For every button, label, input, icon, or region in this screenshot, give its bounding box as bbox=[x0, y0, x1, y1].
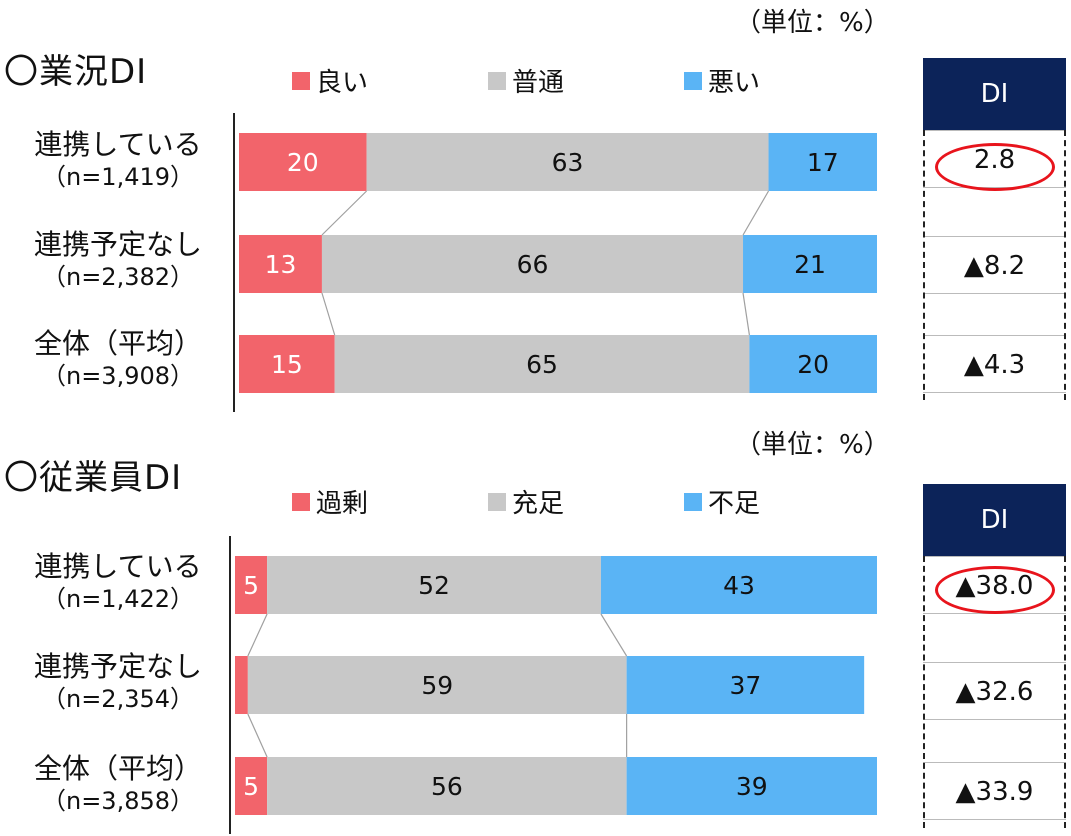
data-label: 43 bbox=[723, 571, 755, 600]
bar-segment bbox=[267, 757, 627, 815]
legend-swatch bbox=[488, 71, 506, 90]
category-sample-size: （n=3,908） bbox=[41, 362, 195, 390]
bar-segment bbox=[768, 133, 877, 191]
chart-1-row-label: 連携している （n=1,419） bbox=[8, 128, 228, 192]
bar-segment bbox=[600, 556, 877, 614]
category-name: 連携予定なし bbox=[33, 650, 202, 683]
data-label: 20 bbox=[287, 148, 319, 177]
connector-line bbox=[321, 190, 368, 236]
data-label: 13 bbox=[265, 250, 297, 279]
legend-label: 悪い bbox=[708, 68, 761, 98]
data-label: 39 bbox=[736, 772, 768, 801]
category-name: 全体（平均） bbox=[33, 752, 202, 785]
data-label: 56 bbox=[431, 772, 463, 801]
connector-line bbox=[321, 292, 336, 336]
category-name: 全体（平均） bbox=[33, 327, 202, 360]
connector-line bbox=[742, 292, 750, 336]
category-name: 連携している bbox=[34, 550, 202, 583]
bar-segment bbox=[239, 335, 335, 393]
di-value: ▲33.9 bbox=[923, 762, 1066, 820]
bar-segment bbox=[235, 656, 248, 714]
data-label: 59 bbox=[421, 671, 453, 700]
data-label: 17 bbox=[807, 148, 839, 177]
bar-segment bbox=[267, 556, 601, 614]
di-highlight-circle bbox=[935, 143, 1055, 191]
legend-swatch bbox=[684, 71, 702, 90]
legend-label: 良い bbox=[316, 68, 369, 98]
legend-label: 普通 bbox=[512, 68, 565, 98]
connector-line bbox=[742, 190, 770, 236]
legend-swatch bbox=[488, 492, 506, 511]
bar-segment bbox=[626, 757, 877, 815]
category-sample-size: （n=2,354） bbox=[41, 685, 195, 713]
category-name: 連携予定なし bbox=[33, 228, 202, 261]
di-value: ▲4.3 bbox=[923, 335, 1066, 393]
chart-2-row-label: 連携している （n=1,422） bbox=[8, 550, 228, 614]
di-value: ▲32.6 bbox=[923, 662, 1066, 720]
data-label: 15 bbox=[271, 350, 303, 379]
data-label: 52 bbox=[418, 571, 450, 600]
data-label: 5 bbox=[243, 571, 259, 600]
chart-2-row-label: 連携予定なし （n=2,354） bbox=[8, 650, 228, 714]
data-label: 21 bbox=[794, 250, 826, 279]
legend-swatch bbox=[292, 71, 310, 90]
bar-segment bbox=[743, 235, 877, 293]
di-dashed-border bbox=[923, 556, 925, 828]
chart-1-di-panel: DI 2.8 ▲8.2 ▲4.3 bbox=[923, 58, 1066, 400]
di-dashed-border bbox=[1064, 130, 1066, 400]
bar-segment bbox=[366, 133, 769, 191]
data-label: 65 bbox=[526, 350, 558, 379]
data-label: 63 bbox=[552, 148, 584, 177]
legend-label: 不足 bbox=[708, 489, 761, 519]
chart-2-title: 〇従業員DI bbox=[4, 458, 183, 498]
chart-1-legend-bad: 悪い bbox=[684, 62, 760, 99]
chart-2-row-label: 全体（平均） （n=3,858） bbox=[8, 752, 228, 816]
di-dashed-border bbox=[923, 130, 925, 400]
bar-segment bbox=[235, 556, 268, 614]
category-sample-size: （n=1,419） bbox=[41, 163, 195, 191]
bar-segment bbox=[239, 235, 322, 293]
data-label: 37 bbox=[729, 671, 761, 700]
data-label: 66 bbox=[517, 250, 549, 279]
data-label: 20 bbox=[797, 350, 829, 379]
category-sample-size: （n=2,382） bbox=[41, 263, 195, 291]
legend-label: 過剰 bbox=[316, 489, 369, 519]
chart-1-legend-normal: 普通 bbox=[488, 62, 564, 99]
chart-2-legend-sufficient: 充足 bbox=[488, 483, 564, 520]
chart-2-di-panel: DI ▲38.0 ▲32.6 ▲33.9 bbox=[923, 484, 1066, 828]
bar-segment bbox=[334, 335, 750, 393]
di-header: DI bbox=[923, 484, 1066, 556]
category-sample-size: （n=3,858） bbox=[41, 787, 195, 815]
bar-segment bbox=[626, 656, 865, 714]
category-name: 連携している bbox=[34, 128, 202, 161]
bar-segment bbox=[239, 133, 367, 191]
legend-swatch bbox=[292, 492, 310, 511]
di-dashed-border bbox=[1064, 556, 1066, 828]
di-header: DI bbox=[923, 58, 1066, 130]
connector-line bbox=[600, 613, 628, 657]
bar-segment bbox=[235, 757, 268, 815]
chart-1-title: 〇業況DI bbox=[4, 52, 148, 92]
chart-1-row-label: 連携予定なし （n=2,382） bbox=[8, 228, 228, 292]
legend-swatch bbox=[684, 492, 702, 511]
chart-1-row-label: 全体（平均） （n=3,908） bbox=[8, 327, 228, 391]
bar-segment bbox=[247, 656, 627, 714]
chart-2-legend-shortage: 不足 bbox=[684, 483, 760, 520]
connector-line bbox=[247, 613, 268, 657]
connector-line bbox=[247, 713, 268, 758]
chart-1-legend-good: 良い bbox=[292, 62, 368, 99]
chart-1-unit: （単位：%） bbox=[735, 8, 890, 38]
data-label: 5 bbox=[243, 772, 259, 801]
category-sample-size: （n=1,422） bbox=[41, 585, 195, 613]
di-highlight-circle bbox=[935, 566, 1055, 614]
bar-segment bbox=[321, 235, 744, 293]
chart-2-unit: （単位：%） bbox=[735, 430, 890, 460]
legend-label: 充足 bbox=[512, 489, 565, 519]
bar-segment bbox=[749, 335, 877, 393]
di-value: ▲8.2 bbox=[923, 236, 1066, 294]
chart-2-legend-excess: 過剰 bbox=[292, 483, 368, 520]
